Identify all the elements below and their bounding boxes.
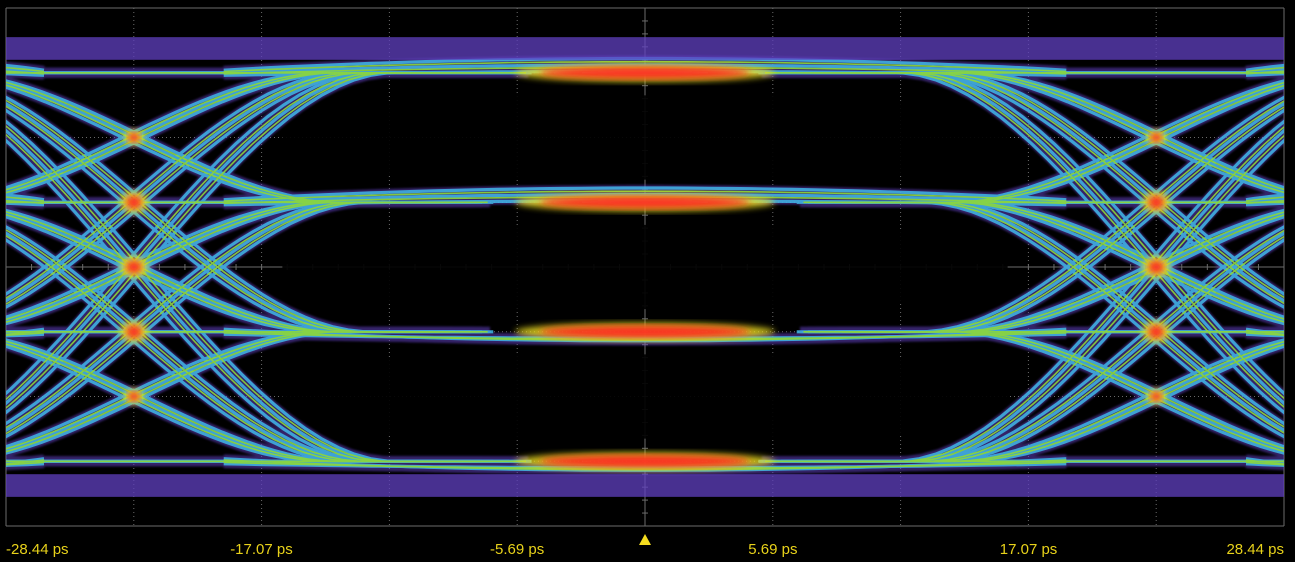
- eye-opening-lower: [282, 354, 1008, 439]
- envelope-band: [6, 474, 1284, 497]
- crossing-density-peak: [1148, 195, 1164, 209]
- crossing-density-peak: [126, 325, 142, 339]
- level-density-peak: [540, 66, 750, 79]
- trigger-marker-icon[interactable]: [639, 534, 651, 545]
- crossing-density-peak: [128, 392, 140, 401]
- crossing-density-peak: [126, 260, 142, 274]
- eye-opening-upper: [282, 95, 1008, 180]
- crossing-density-peak: [126, 195, 142, 209]
- level-trace: [223, 186, 1067, 202]
- crossing-density-peak: [1150, 133, 1162, 142]
- level-density-peak: [540, 325, 750, 338]
- x-tick-label: 17.07 ps: [1000, 541, 1058, 558]
- eye-opening-middle: [282, 224, 1008, 310]
- level-trace: [223, 60, 1067, 73]
- level-trace: [223, 190, 1067, 202]
- x-tick-label: -5.69 ps: [490, 541, 544, 558]
- x-tick-label: 28.44 ps: [1226, 541, 1284, 558]
- level-density-peak: [540, 455, 750, 468]
- x-tick-label: -28.44 ps: [6, 541, 69, 558]
- x-tick-label: 5.69 ps: [748, 541, 797, 558]
- density-hotspots: [119, 63, 1171, 471]
- x-tick-label: -17.07 ps: [230, 541, 293, 558]
- x-axis-tick-labels: -28.44 ps -17.07 ps -5.69 ps 5.69 ps 17.07 p…: [6, 541, 1284, 558]
- envelope-band: [6, 37, 1284, 60]
- crossing-density-peak: [1150, 392, 1162, 401]
- level-density-peak: [540, 196, 750, 209]
- crossing-density-peak: [1148, 260, 1164, 274]
- crossing-density-peak: [128, 133, 140, 142]
- crossing-density-peak: [1148, 325, 1164, 339]
